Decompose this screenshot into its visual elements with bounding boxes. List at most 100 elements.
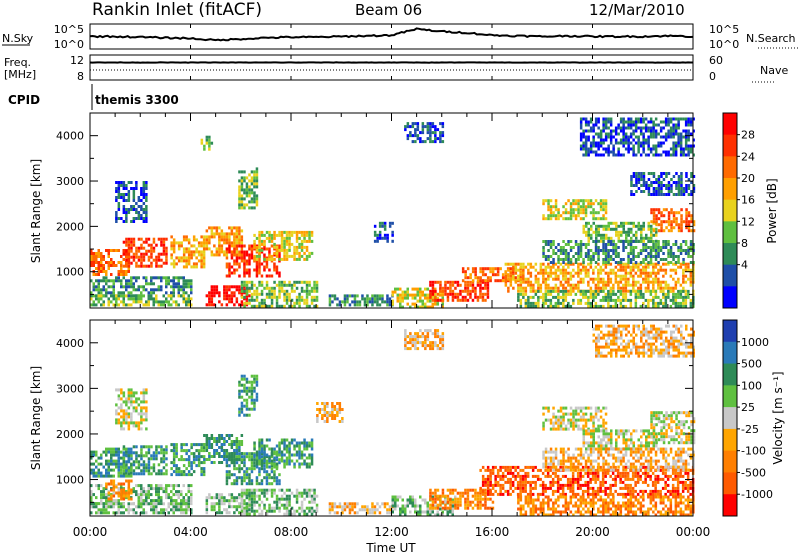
data-cell <box>230 229 234 233</box>
data-cell <box>647 172 651 175</box>
data-cell <box>647 147 650 151</box>
data-cell <box>584 141 588 145</box>
data-cell <box>627 144 630 148</box>
data-cell <box>689 274 693 278</box>
data-cell <box>105 468 108 472</box>
data-cell <box>509 283 513 287</box>
data-cell <box>652 144 655 148</box>
data-cell <box>639 304 643 308</box>
data-cell <box>614 271 618 275</box>
data-cell <box>612 227 615 231</box>
data-cell <box>652 246 655 249</box>
data-cell <box>278 230 281 234</box>
data-cell <box>617 295 620 299</box>
data-cell <box>172 470 176 474</box>
data-cell <box>245 271 249 275</box>
data-cell <box>228 297 231 301</box>
data-blob <box>517 289 695 308</box>
data-cell <box>672 181 676 184</box>
data-cell <box>265 236 269 240</box>
data-cell <box>238 291 241 295</box>
data-cell <box>504 280 508 284</box>
data-cell <box>644 246 648 249</box>
data-cell <box>597 255 600 258</box>
data-cell <box>202 256 206 260</box>
data-cell <box>142 400 146 404</box>
data-cell <box>436 128 440 132</box>
data-cell <box>203 434 206 437</box>
data-cell <box>95 465 98 469</box>
data-cell <box>125 494 128 498</box>
data-cell <box>288 283 291 287</box>
data-cell <box>559 295 563 299</box>
data-cell <box>622 268 625 272</box>
data-cell <box>549 265 553 269</box>
data-cell <box>265 479 269 483</box>
data-cell <box>278 280 281 284</box>
data-cell <box>245 176 249 180</box>
data-cell <box>125 412 128 416</box>
data-cell <box>647 126 650 130</box>
data-cell <box>654 292 658 296</box>
data-cell <box>240 286 244 290</box>
data-cell <box>190 256 193 260</box>
data-cell <box>145 217 148 220</box>
data-cell <box>612 298 615 302</box>
data-cell <box>140 246 143 250</box>
data-cell <box>278 259 281 263</box>
data-cell <box>127 208 131 211</box>
data-cell <box>107 300 110 304</box>
data-cell <box>689 298 693 302</box>
data-cell <box>268 476 271 480</box>
data-cell <box>637 172 641 175</box>
data-cell <box>630 193 633 196</box>
data-cell <box>582 262 585 266</box>
data-cell <box>674 292 678 296</box>
data-cell <box>218 291 221 295</box>
data-cell <box>107 267 110 270</box>
data-cell <box>185 508 188 512</box>
data-cell <box>617 286 620 290</box>
data-cell <box>634 153 638 157</box>
data-cell <box>245 182 249 186</box>
data-cell <box>567 240 570 243</box>
data-cell <box>135 276 138 280</box>
data-cell <box>689 280 693 284</box>
data-cell <box>459 283 462 287</box>
data-cell <box>137 300 140 304</box>
data-cell <box>599 129 603 133</box>
data-cell <box>223 253 226 257</box>
data-cell <box>260 441 264 445</box>
data-cell <box>642 249 645 252</box>
data-cell <box>140 261 143 265</box>
data-cell <box>640 227 643 231</box>
data-cell <box>674 132 678 136</box>
data-cell <box>250 467 254 471</box>
data-cell <box>172 502 175 506</box>
data-cell <box>125 450 128 454</box>
data-cell <box>481 295 485 299</box>
data-cell <box>439 140 442 144</box>
data-cell <box>192 470 196 474</box>
data-cell <box>649 255 653 258</box>
data-cell <box>195 455 198 459</box>
data-cell <box>253 254 256 258</box>
data-cell <box>305 304 309 308</box>
data-cell <box>200 259 203 263</box>
data-cell <box>225 294 229 298</box>
data-cell <box>200 241 203 245</box>
data-cell <box>245 194 249 198</box>
data-cell <box>627 147 630 151</box>
data-cell <box>105 450 108 454</box>
data-cell <box>524 277 528 281</box>
data-cell <box>652 243 655 246</box>
data-cell <box>667 132 670 136</box>
data-cell <box>125 193 128 196</box>
data-cell <box>145 388 148 392</box>
data-cell <box>268 461 271 465</box>
data-cell <box>107 255 110 258</box>
data-cell <box>619 240 623 243</box>
data-cell <box>202 449 206 453</box>
data-cell <box>557 277 560 281</box>
data-cell <box>602 205 605 209</box>
